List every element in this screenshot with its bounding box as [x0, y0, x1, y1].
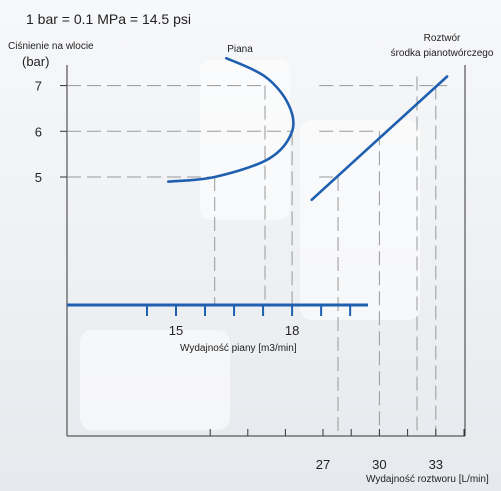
unit-conversion-note: 1 bar = 0.1 MPa = 14.5 psi [26, 11, 191, 27]
sol-tick-label-27: 27 [316, 457, 330, 472]
guide-lines [67, 76, 448, 436]
foam-axis: 15 18 [67, 303, 368, 338]
y-axis-label: Ciśnienie na wlocie [8, 41, 94, 52]
series-label-foam: Piana [227, 44, 253, 55]
foam-axis-label: Wydajność piany [m3/min] [180, 343, 297, 354]
series-label-solution-line1: Roztwór [424, 33, 461, 44]
chart-frame [66, 65, 466, 437]
series-foam-curve [167, 56, 295, 183]
foam-tick-label-15: 15 [169, 323, 183, 338]
series-group [167, 56, 449, 202]
y-tick-label-6: 6 [35, 124, 42, 139]
series-label-solution-line2: środka pianotwórczego [391, 48, 494, 59]
sol-tick-label-33: 33 [429, 457, 443, 472]
solution-axis: 27 30 33 [209, 429, 465, 472]
background-decoration [80, 60, 420, 430]
y-ticks: 5 6 7 [35, 79, 67, 185]
y-tick-label-7: 7 [35, 79, 42, 94]
series-solution-line [310, 75, 449, 202]
y-tick-label-5: 5 [35, 170, 42, 185]
y-axis-unit: (bar) [22, 54, 49, 69]
foam-tick-label-18: 18 [285, 323, 299, 338]
solution-axis-label: Wydajność roztworu [L/min] [366, 474, 489, 485]
sol-tick-label-30: 30 [372, 457, 386, 472]
